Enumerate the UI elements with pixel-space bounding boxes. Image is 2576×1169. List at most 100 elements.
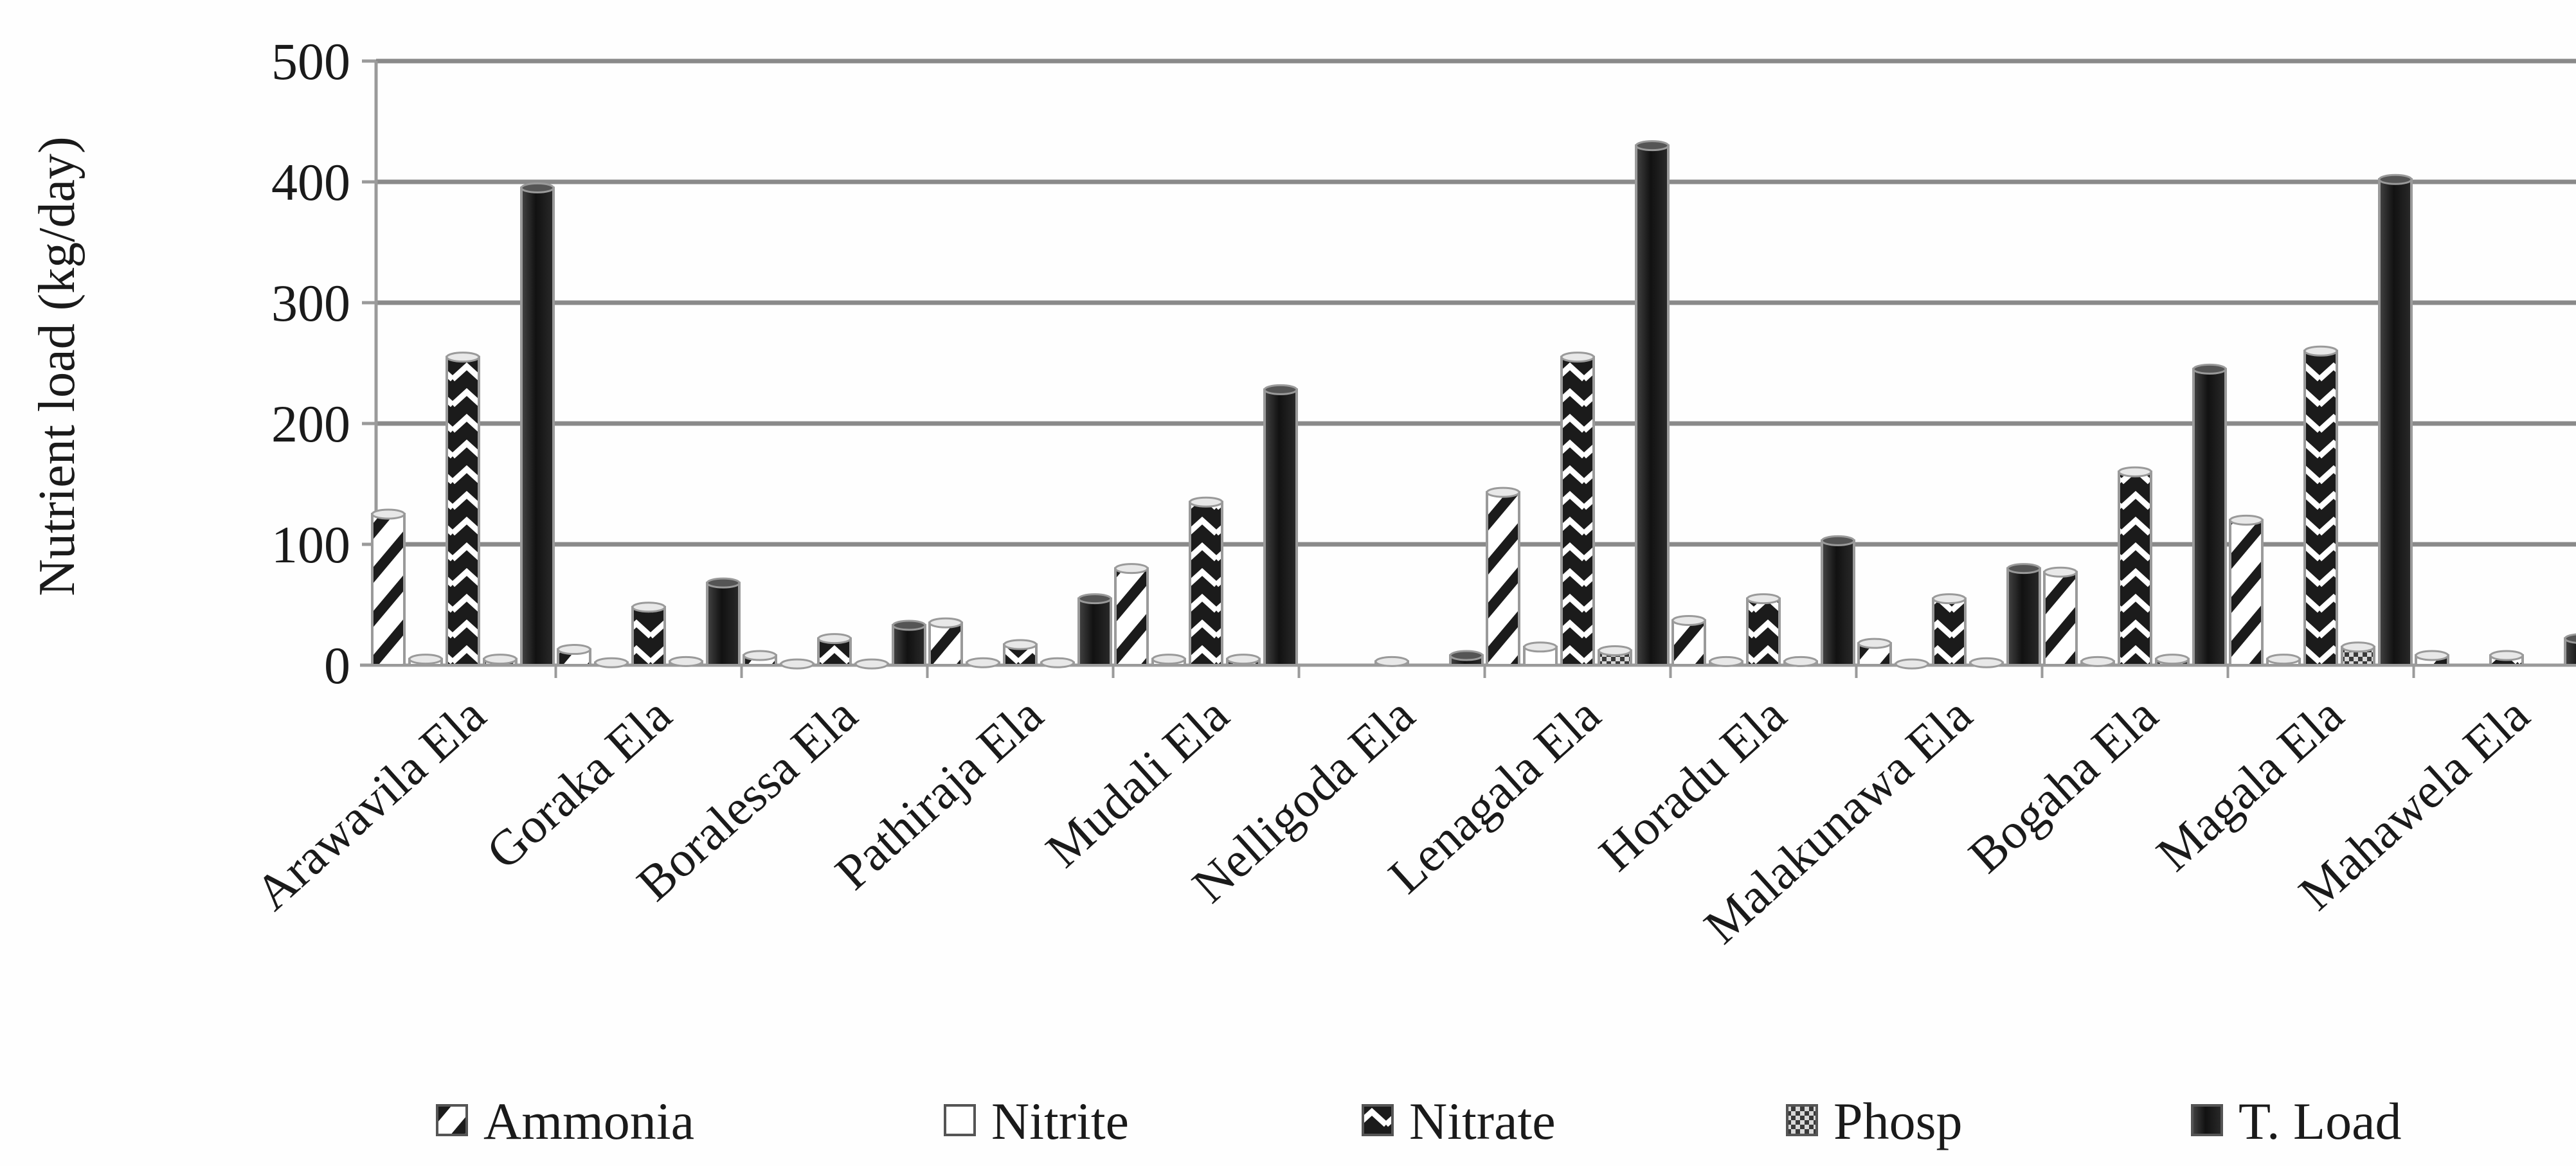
bar-t-load-6 <box>1635 144 1670 667</box>
legend-swatch <box>1362 1104 1394 1136</box>
bar-cap <box>1857 638 1892 649</box>
bar-cap <box>2043 566 2078 578</box>
bar-cap <box>1783 656 1818 667</box>
bar-cap <box>1821 535 1855 546</box>
bar-cap <box>557 644 591 656</box>
legend-swatch <box>436 1104 468 1136</box>
bar-t-load-10 <box>2378 178 2413 666</box>
bar-cap <box>631 602 666 613</box>
bar-cap <box>2080 656 2115 667</box>
bar-cap <box>2155 654 2190 665</box>
legend-label: Nitrate <box>1409 1092 1556 1150</box>
bar-cap <box>2006 563 2041 575</box>
bar-cap <box>446 352 480 363</box>
bar-t-load-11 <box>2564 637 2576 667</box>
bar-cap <box>520 182 555 193</box>
bar-cap <box>892 620 926 631</box>
bar-nitrate-2 <box>817 637 852 667</box>
legend-swatch <box>1786 1104 1818 1136</box>
bar-cap <box>2341 641 2375 653</box>
bar-cap <box>1523 641 1558 653</box>
bar-cap <box>1226 654 1261 665</box>
bar-cap <box>1077 593 1112 605</box>
bar-t-load-4 <box>1263 388 1298 666</box>
bar-ammonia-10 <box>2229 519 2264 667</box>
y-tick-label: 300 <box>271 274 350 332</box>
bar-nitrate-6 <box>1560 355 1595 666</box>
bar-cap <box>1671 614 1706 626</box>
legend-label: Nitrite <box>991 1092 1129 1150</box>
bar-cap <box>928 617 963 629</box>
legend-label: Ammonia <box>483 1092 694 1150</box>
bar-cap <box>2229 514 2264 526</box>
bar-nitrate-7 <box>1746 597 1781 666</box>
bar-cap <box>743 650 777 661</box>
bar-t-load-9 <box>2192 368 2227 667</box>
bar-cap <box>1374 656 1409 667</box>
bar-cap <box>1598 645 1632 656</box>
bar-cap <box>2564 633 2576 644</box>
bar-cap <box>371 508 406 520</box>
bar-ammonia-6 <box>1486 491 1520 666</box>
bar-cap <box>2266 654 2301 665</box>
bar-cap <box>1486 486 1520 498</box>
legend-label: T. Load <box>2238 1092 2402 1150</box>
bar-nitrate-4 <box>1189 501 1223 667</box>
bar-cap <box>1746 593 1781 605</box>
bar-cap <box>2415 650 2449 661</box>
bar-t-load-2 <box>892 623 926 667</box>
bar-cap <box>1560 352 1595 363</box>
bar-ammonia-7 <box>1671 619 1706 666</box>
legend-label: Phosp <box>1833 1092 1963 1150</box>
bar-nitrate-10 <box>2303 350 2338 666</box>
bar-t-load-0 <box>520 186 555 666</box>
y-tick-label: 500 <box>271 32 350 91</box>
y-tick-label: 0 <box>324 636 350 695</box>
bar-cap <box>2489 650 2524 661</box>
bar-cap <box>1449 650 1484 661</box>
y-tick-labels: 0 100 200 300 400 500 <box>271 32 376 695</box>
bar-cap <box>2192 363 2227 375</box>
legend-item-phosp: Phosp <box>1786 1092 1963 1150</box>
category-label: Bogaha Ela <box>1958 686 2168 884</box>
bar-t-load-3 <box>1077 597 1112 666</box>
legend-swatch <box>2191 1104 2223 1136</box>
bar-cap <box>817 633 852 645</box>
y-axis-title: Nutrient load (kg/day) <box>29 136 86 596</box>
bar-t-load-1 <box>706 582 741 666</box>
bar-cap <box>594 657 629 668</box>
bar-cap <box>966 657 1000 668</box>
y-tick-label: 200 <box>271 395 350 453</box>
bar-cap <box>1040 657 1075 668</box>
bar-cap <box>2378 174 2413 185</box>
bar-cap <box>1263 384 1298 395</box>
bar-cap <box>669 656 703 667</box>
bar-nitrate-1 <box>631 605 666 667</box>
bar-cap <box>1114 563 1149 575</box>
bar-nitrate-8 <box>1932 597 1967 666</box>
legend-item-nitrate: Nitrate <box>1362 1092 1556 1150</box>
bar-t-load-7 <box>1821 539 1855 666</box>
bar-cap <box>1635 140 1670 152</box>
bar-nitrate-9 <box>2118 470 2152 666</box>
bars <box>371 140 2576 678</box>
y-tick-label: 100 <box>271 515 350 574</box>
bar-cap <box>1969 657 2004 668</box>
bar-ammonia-4 <box>1114 567 1149 666</box>
bar-cap <box>408 654 443 665</box>
legend: Ammonia Nitrite Nitrate Phosp T. Load <box>436 1092 2402 1150</box>
bar-cap <box>483 654 518 665</box>
bar-cap <box>1189 496 1223 508</box>
bar-cap <box>1932 593 1967 605</box>
y-tick-label: 400 <box>271 153 350 211</box>
bar-cap <box>2303 345 2338 357</box>
bar-ammonia-9 <box>2043 571 2078 666</box>
bar-cap <box>780 658 815 670</box>
gridlines <box>376 58 2576 547</box>
bar-ammonia-0 <box>371 513 406 666</box>
legend-item-t-load: T. Load <box>2191 1092 2402 1150</box>
bar-cap <box>1151 654 1186 665</box>
